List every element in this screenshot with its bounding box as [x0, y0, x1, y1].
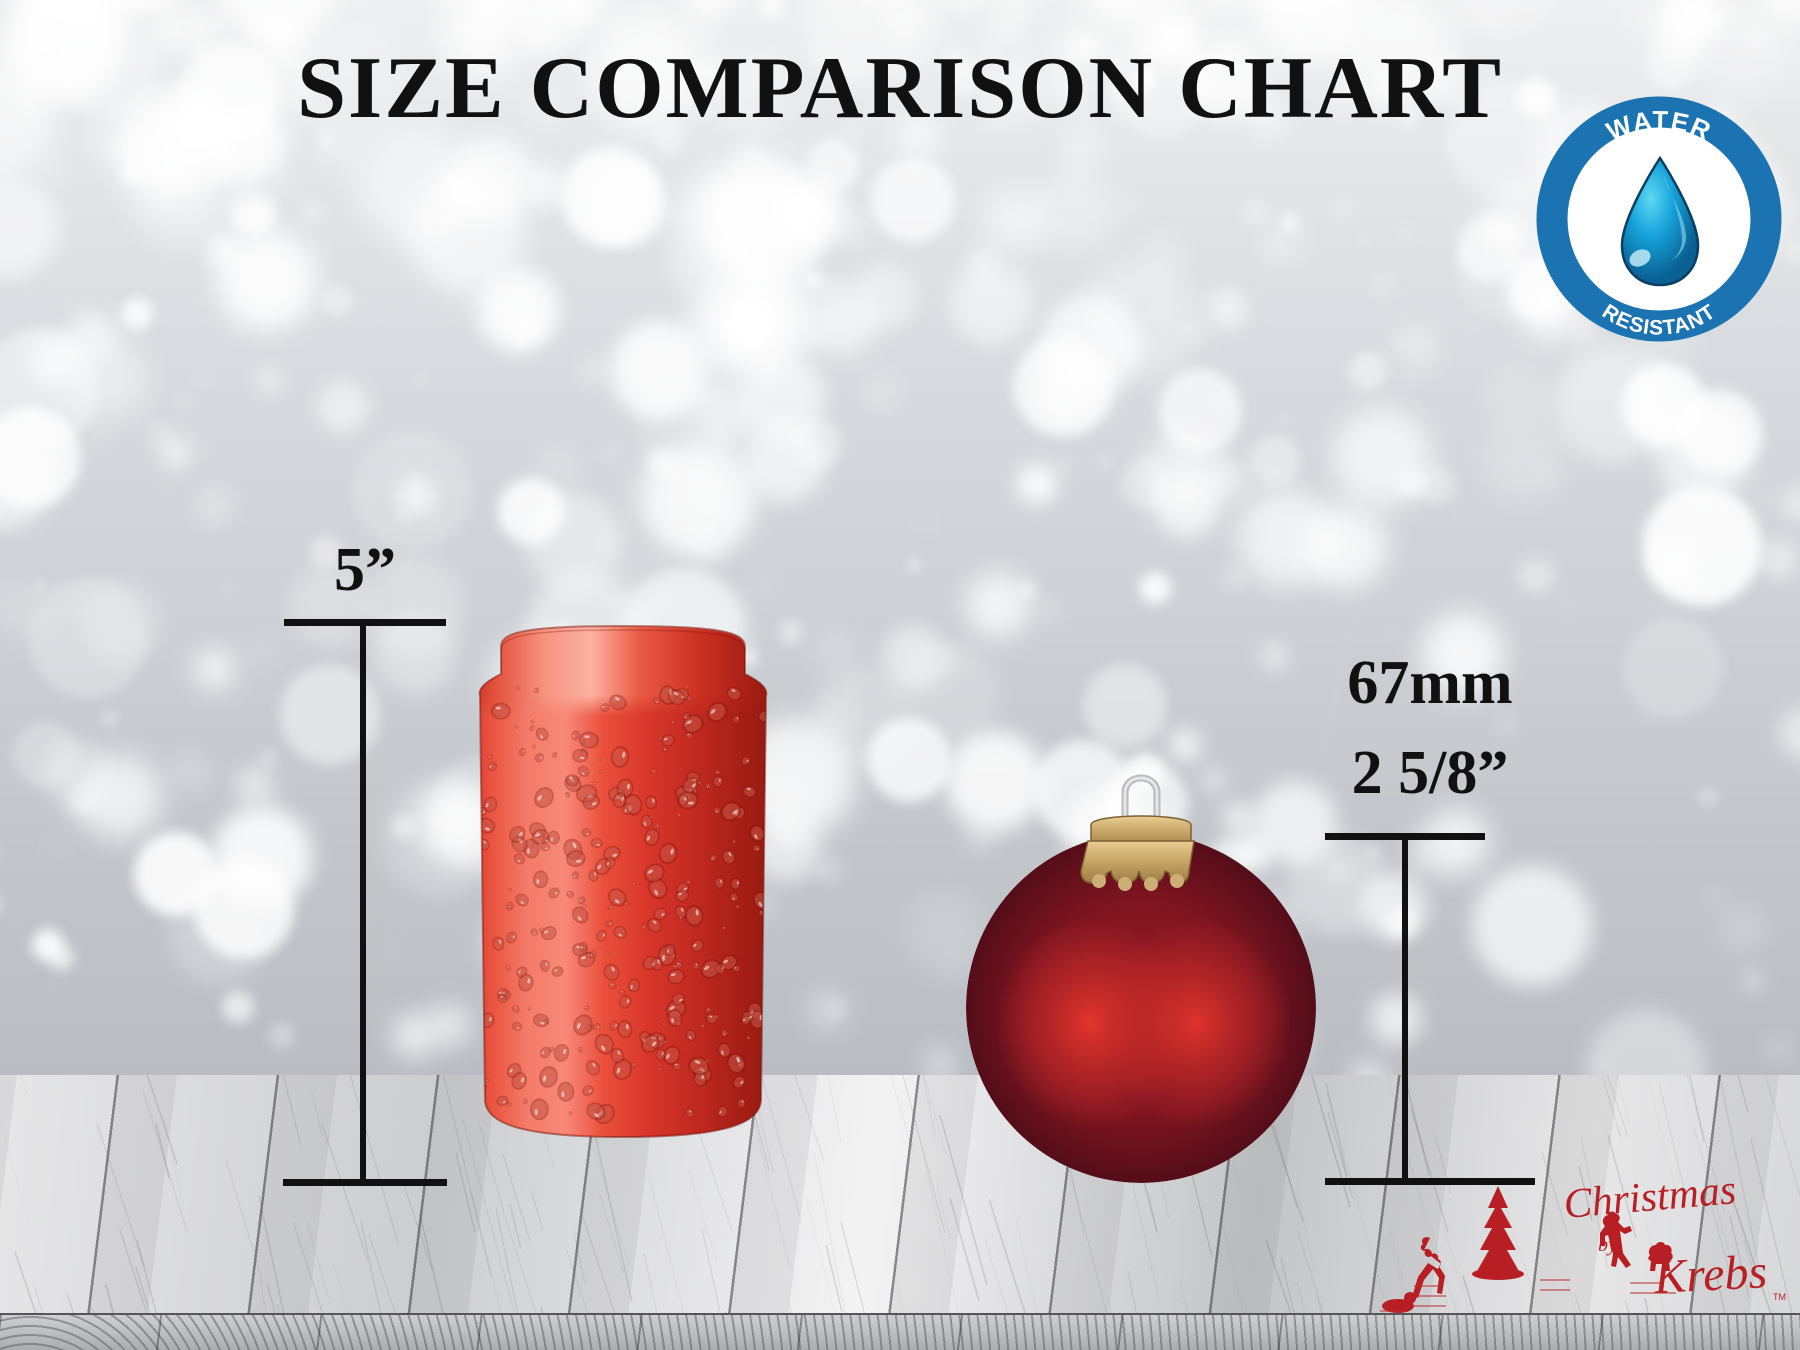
svg-text:Krebs: Krebs: [1652, 1245, 1769, 1304]
svg-text:TM: TM: [1773, 1292, 1786, 1302]
svg-text:by: by: [1598, 1234, 1617, 1256]
